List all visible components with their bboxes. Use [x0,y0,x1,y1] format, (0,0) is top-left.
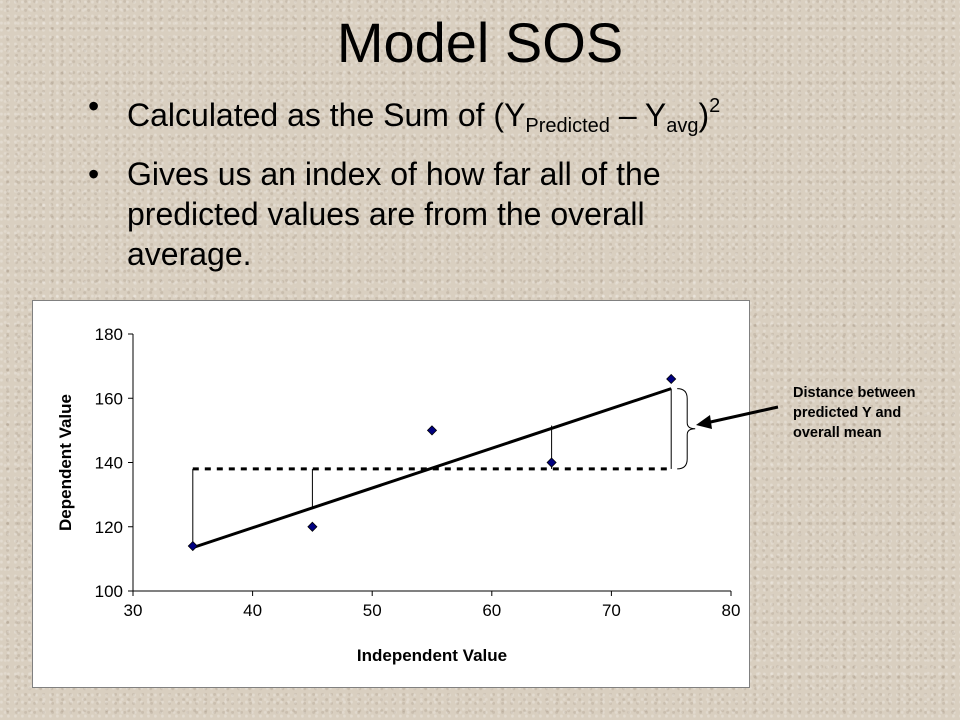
bullet1-text: Calculated as the Sum of (Y [127,97,526,133]
bullet-dot: • [88,156,100,192]
y-tick-label: 120 [95,518,123,537]
annotation-line2: predicted Y and [793,405,902,421]
bracket-icon [677,388,696,470]
bullet1-close: ) [698,97,710,133]
data-point [307,521,318,532]
y-tick-label: 160 [95,389,123,408]
data-point [426,425,438,436]
data-point [546,457,557,468]
bullet-dot: • [88,88,100,124]
bullet-list: • Calculated as the Sum of (YPredicted –… [88,86,848,282]
data-point [187,540,198,552]
annotation-line3: overall mean [793,425,882,441]
bullet2-line2: predicted values are from the overall [127,196,645,232]
bullet-item: • Calculated as the Sum of (YPredicted –… [88,86,848,146]
regression-line [192,387,672,550]
chart-panel: 30 40 50 60 70 80 100 120 140 160 180 Independent … [32,300,750,688]
x-tick-label: 50 [363,601,382,620]
y-axis-label: Dependent Value [56,394,75,531]
bullet1-mid: – Y [609,97,667,133]
bullet2-line1: Gives us an index of how far all of the [127,156,661,192]
annotation-note: Distance between predicted Y and overall… [793,383,960,443]
bullet-item: • Gives us an index of how far all of th… [88,154,848,274]
y-tick-label: 140 [95,454,123,473]
x-tick-label: 70 [602,601,621,620]
data-point [666,373,677,385]
annotation-line1: Distance between [793,385,916,401]
x-tick-label: 60 [482,601,501,620]
x-tick-label: 30 [124,601,143,620]
bullet2-line3: average. [127,236,252,272]
bullet1-subscript-predicted: Predicted [525,115,610,137]
y-tick-label: 100 [95,582,123,601]
bullet1-subscript-avg: avg [666,115,699,137]
x-axis-label: Independent Value [357,646,507,665]
y-tick-label: 180 [95,325,123,344]
x-tick-label: 80 [722,601,741,620]
scatter-chart: 30 40 50 60 70 80 100 120 140 160 180 Independent … [56,325,741,665]
x-tick-label: 40 [243,601,262,620]
slide-title: Model SOS [336,11,624,74]
bullet1-superscript: 2 [709,95,721,117]
